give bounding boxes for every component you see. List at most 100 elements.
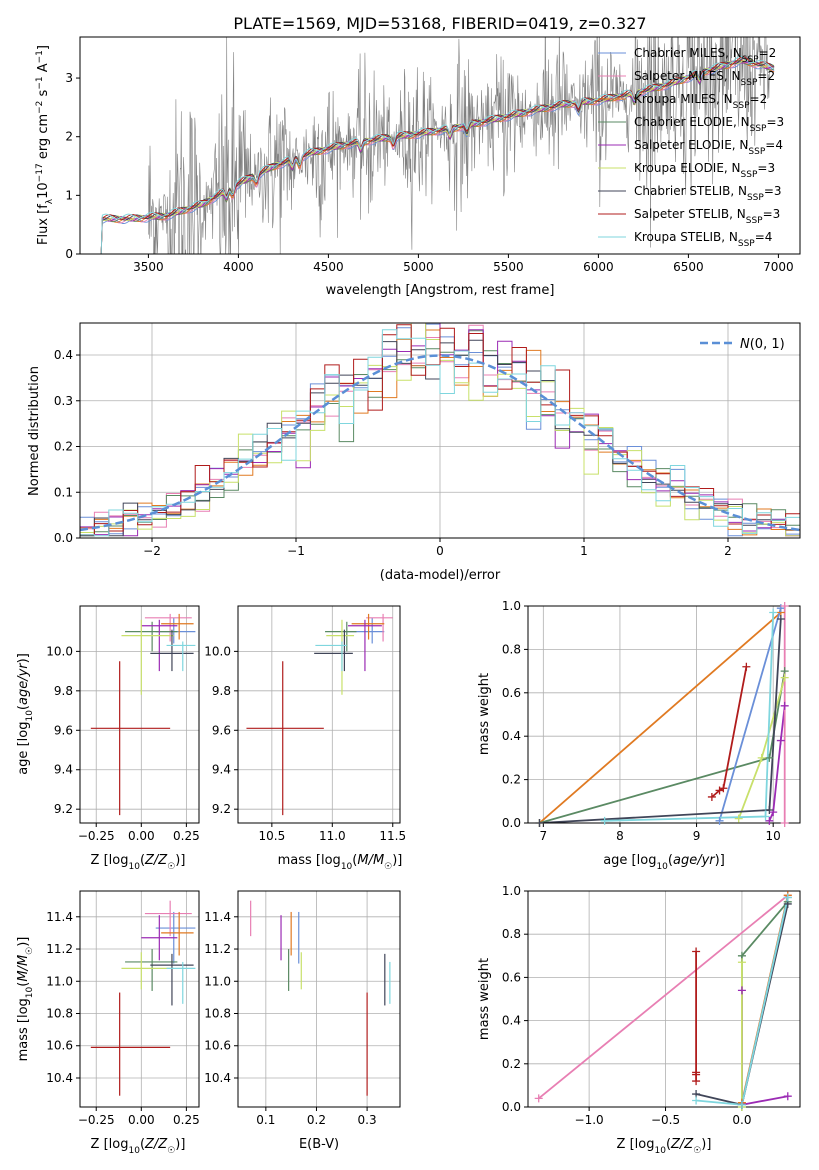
axes-frame [79, 605, 200, 824]
y-tick-label: 0.1 [54, 485, 73, 499]
x-axis-label: wavelength [Angstrom, rest frame] [326, 283, 555, 298]
y-tick-label: 9.8 [212, 684, 231, 698]
x-tick-label: 9 [693, 829, 701, 843]
label-part: 10 [128, 862, 140, 872]
label-part: λ [45, 198, 55, 204]
label-part: Kroupa MILES, N [634, 92, 733, 106]
label-part: age [log [16, 722, 31, 775]
axes-mw-z: −1.0 −0.5 0.0 0.0 0.2 0.4 0.6 0.8 1.0 [502, 884, 801, 1127]
x-tick-label: −2 [143, 544, 161, 558]
weight-marker-kroupa_stelib [783, 893, 792, 902]
label-part: SSP [750, 124, 767, 134]
y-tick-label: 9.4 [54, 763, 73, 777]
weight-line-chabrier_elodie [539, 670, 786, 823]
label-part: 10 [128, 1146, 140, 1156]
y-tick-label: 9.2 [212, 802, 231, 816]
x-axis-label: mass [log10(M/M☉)] [278, 853, 403, 872]
model-line-chabrier_elodie [98, 60, 775, 254]
label-part: =3 [766, 115, 784, 129]
x-tick-label: 5500 [493, 260, 524, 274]
label-part: (0, 1) [750, 337, 785, 352]
y-tick-label: 0.8 [502, 642, 521, 656]
label-part: s [36, 89, 51, 100]
x-tick-label: 0.25 [173, 1113, 200, 1127]
label-part: ( [140, 853, 145, 868]
axes-hist: −2 −1 0 1 2 0.0 0.1 0.2 0.3 0.4 [54, 322, 801, 558]
y-tick-label: 1 [65, 188, 73, 202]
label-part: ☉ [167, 862, 175, 872]
x-tick-label: 3500 [133, 260, 164, 274]
y-tick-label: 3 [65, 71, 73, 85]
label-part: Kroupa ELODIE, N [634, 161, 741, 175]
y-tick-label: 0.6 [502, 686, 521, 700]
weight-marker-salpeter_miles [780, 819, 789, 827]
weight-marker-kroupa_elodie [734, 814, 743, 823]
legend-label: Salpeter MILES, NSSP=2 [634, 69, 775, 88]
y-tick-label: 9.2 [54, 802, 73, 816]
label-part: )] [701, 1137, 711, 1152]
histogram-kroupa_stelib [80, 329, 800, 537]
label-part: −1 [35, 76, 45, 89]
x-tick-label: 1 [580, 544, 588, 558]
label-part: )] [16, 653, 31, 663]
weight-marker-salpeter_elodie [776, 736, 785, 745]
plot-area [246, 613, 393, 816]
y-tick-label: 0.0 [54, 531, 73, 545]
label-part: ( [140, 1137, 145, 1152]
label-part: −1 [35, 50, 45, 63]
x-tick-label: 10.5 [258, 829, 285, 843]
model-line-chabrier_stelib [98, 57, 775, 254]
label-part: age [log [603, 853, 656, 868]
label-part: mass [log [16, 998, 31, 1061]
y-tick-label: 10.0 [46, 644, 73, 658]
label-part: SSP [742, 55, 759, 65]
weight-marker-chabrier_stelib [765, 805, 774, 814]
plot-area [90, 900, 196, 1096]
x-tick-label: 4000 [223, 260, 254, 274]
x-tick-label: 10 [766, 829, 781, 843]
y-tick-label: 11.4 [204, 910, 231, 924]
x-tick-label: 0.2 [307, 1113, 326, 1127]
weight-marker-chabrier_miles [715, 816, 724, 825]
axes-frame [237, 890, 401, 1108]
label-part: =3 [763, 207, 781, 221]
figure-title: PLATE=1569, MJD=53168, FIBERID=0419, z=0… [233, 14, 646, 33]
y-tick-label: 10.8 [204, 1007, 231, 1021]
label-part: ( [668, 853, 673, 868]
model-line-salpeter_miles [98, 59, 775, 254]
x-tick-label: 4500 [313, 260, 344, 274]
label-part: 10 [341, 862, 353, 872]
y-tick-label: 10.6 [46, 1039, 73, 1053]
label-part: Kroupa STELIB, N [634, 230, 738, 244]
label-part: −2 [35, 101, 45, 114]
legend-label: Kroupa ELODIE, NSSP=3 [634, 161, 775, 180]
label-part: Salpeter MILES, N [634, 69, 741, 83]
x-tick-label: −0.25 [78, 829, 115, 843]
label-part: ( [16, 982, 31, 987]
y-tick-label: 10.6 [204, 1039, 231, 1053]
label-part: =3 [764, 184, 782, 198]
y-tick-label: 10.8 [46, 1007, 73, 1021]
label-part: =4 [765, 138, 783, 152]
axes-age-mass: 10.5 11.0 11.5 9.2 9.4 9.6 9.8 10.0 [204, 605, 406, 843]
weight-marker-salpeter_stelib [742, 662, 751, 671]
x-axis-label: age [log10(age/yr)] [603, 853, 725, 872]
label-part: Salpeter ELODIE, N [634, 138, 748, 152]
weight-line-kroupa_miles [538, 611, 782, 823]
label-part: age/yr [16, 662, 31, 705]
weight-marker-salpeter_stelib [692, 1068, 701, 1077]
label-part: ( [666, 1137, 671, 1152]
label-part: SSP [741, 78, 758, 88]
y-tick-label: 11.4 [46, 910, 73, 924]
label-part: 10 [25, 710, 35, 722]
axes-mw-age: 7 8 9 10 0.0 0.2 0.4 0.6 0.8 1.0 [502, 599, 801, 843]
axes-frame [527, 890, 801, 1108]
label-part: )] [175, 1137, 185, 1152]
y-tick-label: 11.2 [204, 942, 231, 956]
weight-line-salpeter_stelib [711, 666, 748, 798]
weight-marker-salpeter_elodie [737, 986, 746, 995]
model-line-kroupa_stelib [98, 55, 775, 254]
axes-age-z: −0.25 0.00 0.25 9.2 9.4 9.6 9.8 10.0 [46, 605, 200, 843]
weight-marker-salpeter_stelib [692, 947, 701, 956]
